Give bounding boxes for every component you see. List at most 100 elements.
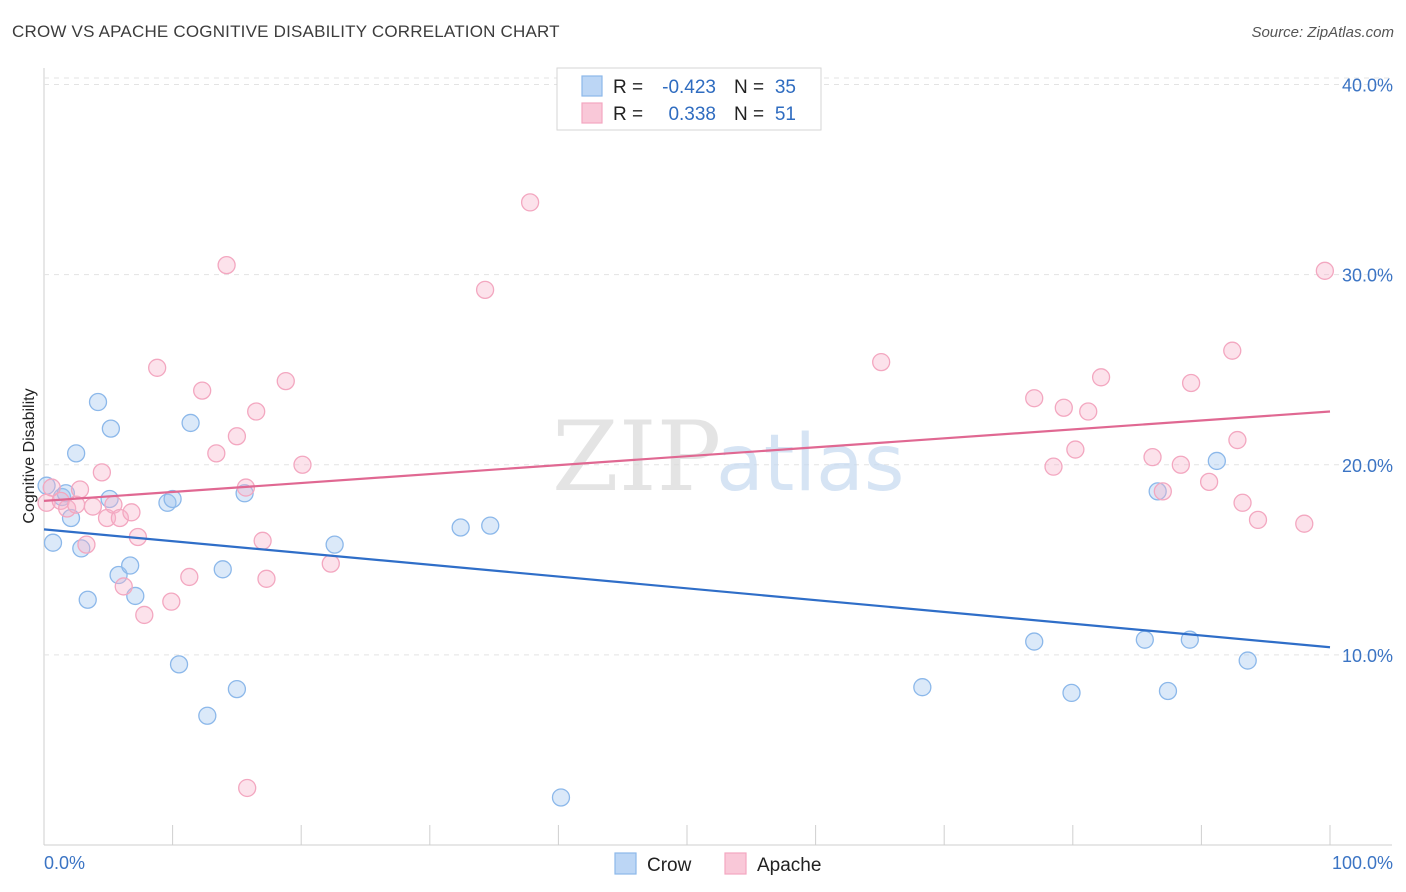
apache-point-23	[238, 778, 257, 798]
crow-point-28	[1062, 683, 1081, 703]
apache-point-28	[276, 371, 295, 391]
y-axis-tick-labels: 10.0% 20.0% 30.0% 40.0%	[1342, 76, 1393, 666]
apache-point-7	[83, 497, 103, 516]
apache-point-19	[193, 381, 212, 400]
crow-point-30	[1135, 630, 1154, 649]
apache-point-13	[122, 503, 141, 522]
apache-point-29	[293, 455, 312, 474]
crow-point-18	[198, 706, 217, 725]
apache-point-39	[1091, 368, 1111, 387]
apache-point-37	[1066, 440, 1085, 459]
legend-crow-n-value: 35	[775, 77, 796, 98]
legend-box: R = -0.423 N = 35 R = 0.338 N = 51	[556, 67, 822, 131]
crow-point-21	[235, 484, 254, 503]
gridlines	[44, 77, 1392, 656]
watermark-zip: ZIP	[552, 401, 721, 513]
apache-point-40	[1143, 448, 1162, 467]
legend-apache-swatch	[581, 102, 603, 124]
apache-point-48	[1248, 510, 1268, 530]
apache-point-18	[180, 567, 199, 587]
crow-point-25	[551, 788, 571, 807]
series-crow-points	[37, 392, 1257, 807]
apache-point-11	[110, 508, 130, 528]
apache-point-44	[1199, 472, 1219, 492]
apache-point-25	[247, 402, 266, 421]
bottom-legend-apache-swatch	[724, 852, 747, 875]
y-axis-label: Cognitive Disability	[21, 388, 38, 523]
apache-point-50	[1315, 261, 1335, 280]
y-tick-label-30: 30.0%	[1342, 266, 1393, 286]
trend-lines	[43, 410, 1331, 649]
apache-point-8	[92, 463, 112, 482]
x-axis-ticks	[172, 825, 1331, 845]
apache-point-6	[77, 535, 96, 554]
apache-point-16	[148, 358, 167, 377]
apache-point-5	[70, 480, 90, 499]
apache-point-36	[1054, 398, 1073, 417]
apache-point-22	[227, 427, 247, 446]
apache-point-17	[162, 592, 181, 611]
bottom-legend-crow-swatch	[614, 852, 637, 875]
legend-apache-n-value: 51	[775, 104, 796, 125]
apache-point-46	[1228, 430, 1247, 450]
crow-point-24	[481, 516, 500, 535]
crow-point-16	[169, 655, 189, 674]
crow-point-29	[1148, 482, 1167, 501]
crow-point-17	[181, 413, 200, 433]
crow-point-33	[1207, 451, 1226, 471]
crow-point-8	[88, 392, 108, 412]
crow-point-19	[213, 560, 232, 579]
apache-point-21	[217, 255, 236, 275]
apache-point-34	[1025, 389, 1044, 408]
apache-point-1	[42, 478, 61, 497]
apache-point-47	[1233, 493, 1252, 512]
crow-point-22	[325, 535, 344, 554]
bottom-legend-crow-label: Crow	[647, 855, 692, 876]
chart-title: CROW VS APACHE COGNITIVE DISABILITY CORR…	[12, 22, 560, 41]
legend-apache-n-label: N =	[734, 104, 764, 125]
apache-point-26	[253, 531, 272, 550]
apache-point-45	[1223, 341, 1242, 360]
y-tick-label-10: 10.0%	[1342, 646, 1393, 666]
legend-apache-r-label: R =	[613, 104, 643, 125]
crow-point-12	[121, 556, 140, 575]
crow-point-1	[43, 533, 63, 552]
apache-point-38	[1079, 402, 1098, 421]
apache-point-43	[1181, 373, 1201, 393]
bottom-legend-apache-label: Apache	[757, 855, 821, 876]
y-tick-label-40: 40.0%	[1342, 76, 1393, 96]
apache-point-12	[114, 577, 133, 596]
legend-crow-swatch	[581, 75, 603, 97]
apache-point-20	[207, 444, 226, 463]
apache-point-30	[321, 554, 340, 573]
bottom-legend: Crow Apache	[614, 852, 821, 876]
crow-point-31	[1158, 681, 1178, 701]
apache-point-42	[1171, 455, 1190, 474]
apache-point-33	[872, 352, 891, 372]
apache-point-32	[520, 193, 540, 212]
legend-crow-r-value: -0.423	[662, 77, 716, 98]
y-tick-label-20: 20.0%	[1342, 456, 1393, 476]
crow-point-34	[1238, 651, 1257, 670]
crow-point-23	[451, 518, 470, 537]
legend-crow-r-label: R =	[613, 77, 643, 98]
apache-point-41	[1153, 482, 1172, 501]
apache-point-27	[257, 569, 276, 588]
x-tick-label-min: 0.0%	[44, 853, 85, 873]
legend-apache-r-value: 0.338	[668, 104, 716, 125]
crow-point-5	[67, 444, 86, 463]
crow-point-20	[227, 679, 247, 699]
crow-point-27	[1025, 632, 1044, 651]
crow-point-26	[913, 678, 932, 697]
x-tick-label-max: 100.0%	[1332, 853, 1393, 873]
legend-crow-n-label: N =	[734, 77, 764, 98]
crow-point-7	[78, 590, 97, 609]
apache-point-35	[1044, 457, 1063, 476]
crow-point-15	[163, 489, 182, 509]
crow-trend-line	[43, 528, 1331, 649]
crow-point-9	[101, 419, 121, 438]
chart-source: Source: ZipAtlas.com	[1251, 24, 1394, 41]
apache-trend-line	[43, 410, 1331, 502]
apache-point-49	[1295, 514, 1314, 533]
